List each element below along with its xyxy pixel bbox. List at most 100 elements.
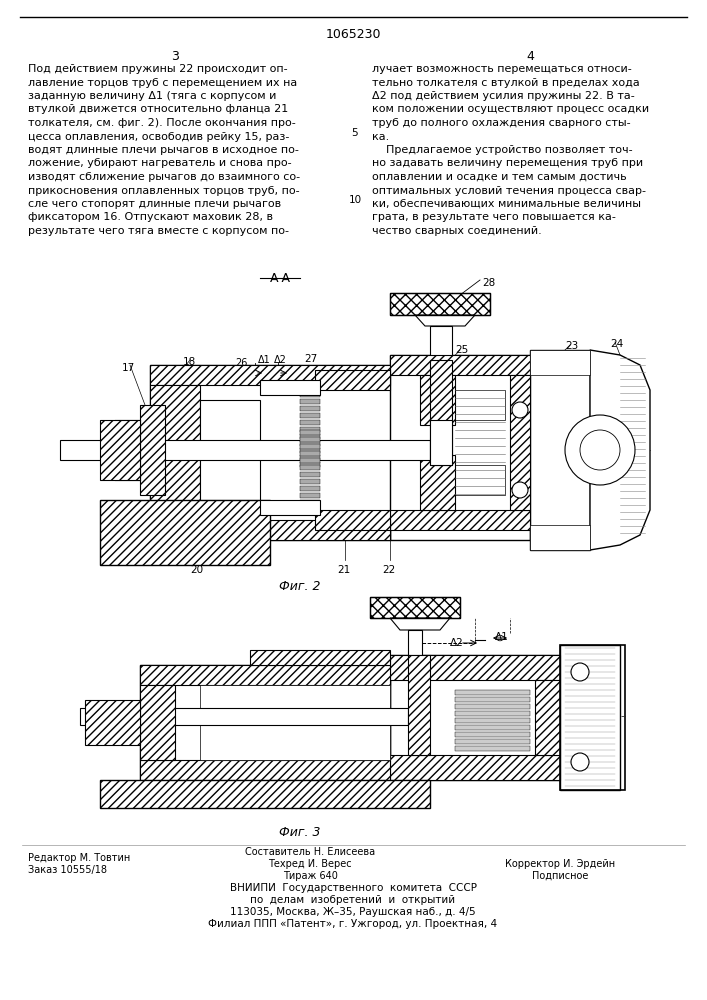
Text: Фиг. 2: Фиг. 2 — [279, 580, 321, 593]
Circle shape — [512, 402, 528, 418]
Bar — [300, 399, 320, 404]
Bar — [430, 360, 452, 465]
Text: 19: 19 — [438, 345, 451, 355]
Bar — [408, 630, 422, 655]
Bar — [300, 462, 320, 467]
Bar — [260, 380, 320, 395]
Bar — [430, 326, 452, 360]
Text: Δ2: Δ2 — [450, 638, 464, 648]
Text: сле чего стопорят длинные плечи рычагов: сле чего стопорят длинные плечи рычагов — [28, 199, 281, 209]
Text: 21: 21 — [337, 565, 350, 575]
Text: но задавать величину перемещения труб при: но задавать величину перемещения труб пр… — [372, 158, 643, 168]
Text: A-A: A-A — [269, 272, 291, 285]
Bar — [455, 739, 530, 744]
Bar — [370, 597, 460, 618]
Text: водят длинные плечи рычагов в исходное по-: водят длинные плечи рычагов в исходное п… — [28, 145, 299, 155]
Bar — [430, 420, 452, 465]
Bar — [300, 486, 320, 491]
Bar — [300, 448, 320, 453]
Text: лучает возможность перемещаться относи-: лучает возможность перемещаться относи- — [372, 64, 632, 74]
Bar — [250, 650, 390, 665]
Text: Подписное: Подписное — [532, 871, 588, 881]
Text: грата, в результате чего повышается ка-: грата, в результате чего повышается ка- — [372, 213, 616, 223]
Circle shape — [512, 482, 528, 498]
Bar — [300, 479, 320, 484]
Text: Корректор И. Эрдейн: Корректор И. Эрдейн — [505, 859, 615, 869]
Bar — [370, 597, 460, 618]
Bar — [140, 665, 390, 685]
Bar — [530, 350, 590, 550]
Bar — [140, 665, 390, 780]
Circle shape — [571, 753, 589, 771]
Text: Δ2: Δ2 — [274, 355, 287, 365]
Bar — [300, 472, 320, 477]
Bar — [455, 746, 530, 751]
Text: оптимальных условий течения процесса свар-: оптимальных условий течения процесса сва… — [372, 186, 646, 196]
Bar — [300, 465, 320, 470]
Text: 27: 27 — [304, 354, 317, 364]
Circle shape — [580, 430, 620, 470]
Text: 23: 23 — [565, 341, 578, 351]
Circle shape — [565, 415, 635, 485]
Text: изводят сближение рычагов до взаимного со-: изводят сближение рычагов до взаимного с… — [28, 172, 300, 182]
Bar — [150, 520, 390, 540]
Text: заданную величину Δ1 (тяга с корпусом и: заданную величину Δ1 (тяга с корпусом и — [28, 91, 276, 101]
Text: Δ2 под действием усилия пружины 22. В та-: Δ2 под действием усилия пружины 22. В та… — [372, 91, 635, 101]
Polygon shape — [390, 618, 450, 630]
Text: 1065230: 1065230 — [325, 28, 381, 41]
Text: ложение, убирают нагреватель и снова про-: ложение, убирают нагреватель и снова про… — [28, 158, 291, 168]
Bar — [390, 293, 490, 315]
Bar — [150, 365, 390, 540]
Text: цесса оплавления, освободив рейку 15, раз-: цесса оплавления, освободив рейку 15, ра… — [28, 131, 289, 141]
Text: ка.: ка. — [372, 131, 390, 141]
Bar — [560, 645, 625, 790]
Bar — [560, 645, 620, 790]
Bar — [455, 732, 530, 737]
Bar — [200, 400, 260, 500]
Text: Предлагаемое устройство позволяет точ-: Предлагаемое устройство позволяет точ- — [372, 145, 633, 155]
Bar — [390, 755, 560, 780]
Text: Тираж 640: Тираж 640 — [283, 871, 337, 881]
Bar — [455, 711, 530, 716]
Bar — [300, 444, 320, 449]
Text: 22: 22 — [382, 565, 395, 575]
Text: Филиал ППП «Патент», г. Ужгород, ул. Проектная, 4: Филиал ППП «Патент», г. Ужгород, ул. Про… — [209, 919, 498, 929]
Bar — [315, 370, 390, 390]
Bar — [390, 655, 560, 780]
Text: лавление торцов труб с перемещением их на: лавление торцов труб с перемещением их н… — [28, 78, 297, 88]
Text: фиксатором 16. Отпускают маховик 28, в: фиксатором 16. Отпускают маховик 28, в — [28, 213, 273, 223]
Bar — [455, 690, 530, 695]
Bar — [85, 700, 140, 745]
Bar — [455, 465, 505, 495]
Text: 24: 24 — [610, 339, 624, 349]
Text: Фиг. 3: Фиг. 3 — [279, 826, 321, 839]
Bar — [455, 718, 530, 723]
Text: Заказ 10555/18: Заказ 10555/18 — [28, 865, 107, 875]
Text: Δ1: Δ1 — [495, 632, 509, 642]
Text: прикосновения оплавленных торцов труб, по-: прикосновения оплавленных торцов труб, п… — [28, 186, 300, 196]
Bar — [535, 680, 560, 755]
Bar — [315, 510, 390, 530]
Bar — [390, 355, 530, 375]
Bar — [100, 780, 430, 808]
Bar — [455, 390, 505, 420]
Bar — [300, 413, 320, 418]
Bar — [100, 420, 140, 480]
Text: толкателя, см. фиг. 2). После окончания про-: толкателя, см. фиг. 2). После окончания … — [28, 118, 296, 128]
Text: 28: 28 — [482, 278, 495, 288]
Text: по  делам  изобретений  и  открытий: по делам изобретений и открытий — [250, 895, 455, 905]
Bar — [300, 507, 320, 512]
Bar — [300, 500, 320, 505]
Bar — [455, 704, 530, 709]
Bar — [455, 697, 530, 702]
Text: 5: 5 — [351, 127, 358, 137]
Polygon shape — [415, 315, 475, 326]
Text: 20: 20 — [190, 565, 203, 575]
Text: результате чего тяга вместе с корпусом по-: результате чего тяга вместе с корпусом п… — [28, 226, 289, 236]
Bar — [150, 365, 390, 385]
Text: чество сварных соединений.: чество сварных соединений. — [372, 226, 542, 236]
Bar — [390, 293, 490, 315]
Bar — [300, 441, 320, 446]
Bar — [140, 405, 165, 495]
Bar — [420, 455, 455, 510]
